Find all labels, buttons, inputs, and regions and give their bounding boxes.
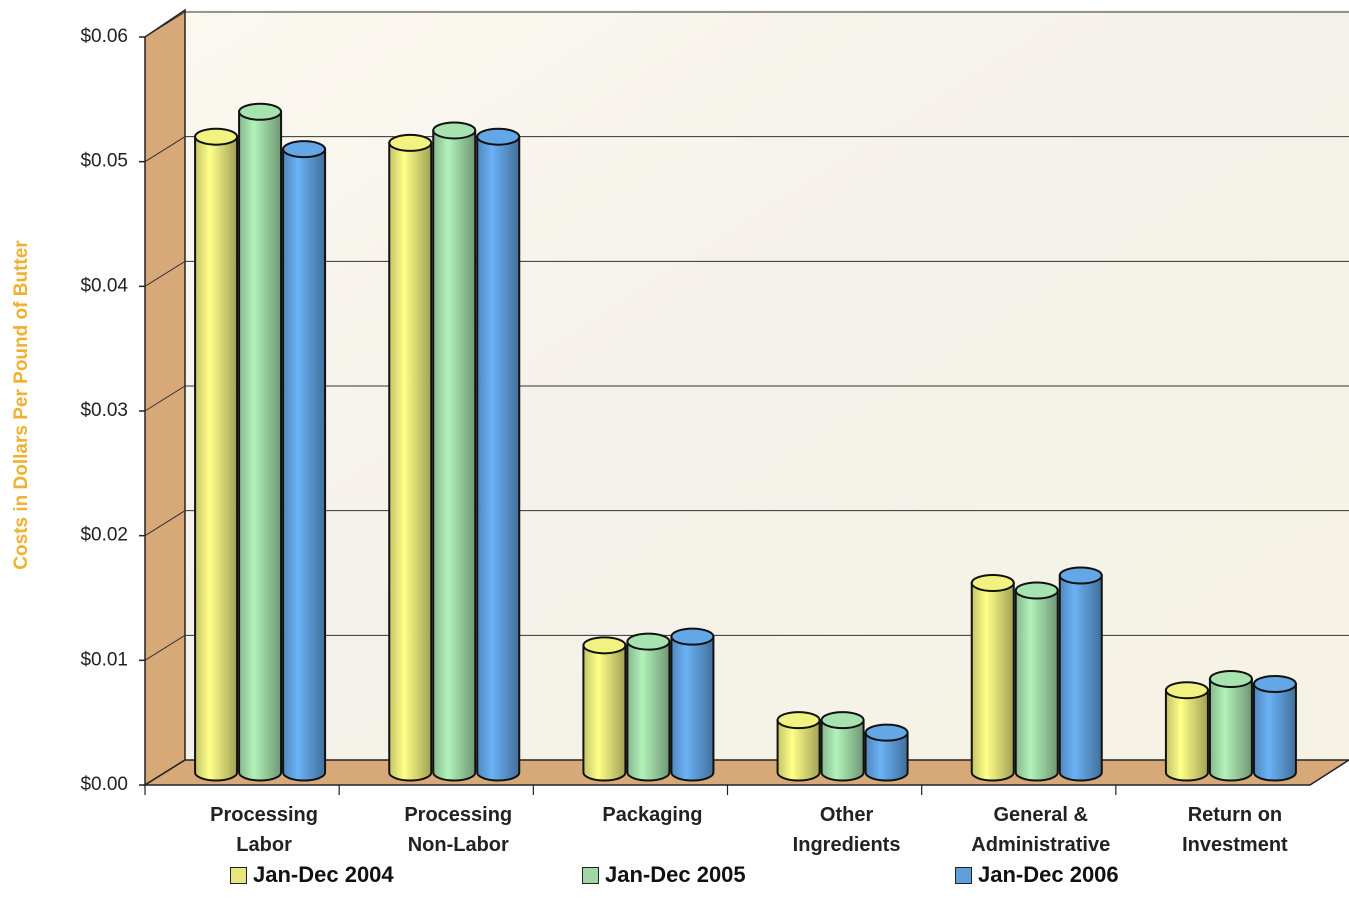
x-tick-label: Processing Non-Labor [404, 804, 513, 856]
bar [776, 719, 821, 782]
y-tick-label: $0.01 [80, 649, 128, 670]
bar [1014, 589, 1059, 782]
bar-top [1252, 674, 1297, 693]
legend-entry: Jan-Dec 2005 [582, 862, 746, 888]
legend-label: Jan-Dec 2004 [253, 862, 394, 887]
bar [820, 719, 865, 782]
bar-top [1058, 566, 1103, 585]
bar [1208, 678, 1253, 782]
legend-swatch [230, 866, 247, 884]
bar [582, 644, 627, 782]
bar [670, 635, 715, 782]
bar-top [626, 632, 671, 651]
bar-top [1014, 581, 1059, 600]
bar [282, 148, 327, 782]
bar-top [238, 102, 283, 121]
bar [626, 640, 671, 782]
back-wall [185, 10, 1349, 760]
bar [432, 129, 477, 782]
bar [388, 141, 433, 782]
bar-top [970, 574, 1015, 593]
bars [194, 102, 1297, 782]
grid-line [144, 11, 1349, 38]
bar [864, 731, 909, 782]
bar [238, 110, 283, 782]
legend-entry: Jan-Dec 2006 [955, 862, 1119, 888]
grid-line [144, 136, 1349, 163]
x-tick-label: General & Administrative [971, 804, 1111, 856]
bar [1058, 574, 1103, 782]
grid-line [144, 634, 1349, 661]
y-tick-label: $0.00 [80, 774, 128, 795]
grid-line [144, 510, 1349, 537]
bar [1252, 682, 1297, 782]
y-tick-label: $0.06 [80, 26, 128, 47]
bar [476, 135, 521, 782]
bar-top [432, 121, 477, 140]
x-tick-label: Other Ingredients [792, 804, 901, 856]
grid-line [144, 260, 1349, 287]
x-tick-label: Packaging [602, 804, 703, 826]
y-tick-label: $0.03 [80, 400, 128, 421]
grid [144, 11, 1349, 661]
y-tick-label: $0.02 [80, 525, 128, 546]
bar-top [194, 127, 239, 146]
bar-top [864, 723, 909, 742]
bar-top [776, 711, 821, 730]
bar-top [582, 636, 627, 655]
y-tick-label: $0.04 [80, 275, 128, 296]
legend-entry: Jan-Dec 2004 [230, 862, 394, 888]
bar-top [670, 627, 715, 646]
bar-top [1164, 681, 1209, 700]
y-tick-label: $0.05 [80, 151, 128, 172]
x-tick-label: Processing Labor [210, 804, 318, 856]
bar-top [820, 711, 865, 730]
x-tick-label: Return on Investment [1182, 804, 1288, 856]
legend-swatch [582, 866, 599, 884]
legend-label: Jan-Dec 2006 [978, 862, 1119, 887]
bar [970, 582, 1015, 782]
bar [1164, 689, 1209, 782]
bar-top [282, 140, 327, 159]
bar-top [1208, 670, 1253, 688]
legend-swatch [955, 866, 972, 884]
bar-top [388, 133, 433, 152]
bar-top [476, 127, 521, 146]
legend-label: Jan-Dec 2005 [605, 862, 746, 887]
bar [194, 135, 239, 782]
left-wall [144, 8, 186, 787]
y-axis-label: Costs in Dollars Per Pound of Butter [11, 240, 32, 570]
grid-line [144, 385, 1349, 412]
